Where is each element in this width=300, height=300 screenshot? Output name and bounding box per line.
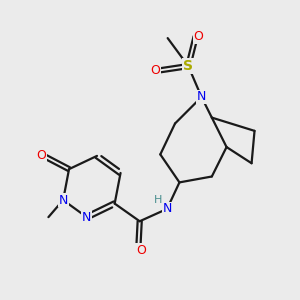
Text: O: O: [194, 30, 203, 43]
Text: S: S: [183, 59, 193, 73]
Text: O: O: [136, 244, 146, 256]
Text: N: N: [82, 211, 92, 224]
Text: N: N: [197, 91, 206, 103]
Text: H: H: [154, 195, 162, 205]
Text: N: N: [162, 202, 172, 215]
Text: O: O: [36, 149, 46, 162]
Text: N: N: [58, 194, 68, 207]
Text: O: O: [150, 64, 160, 77]
